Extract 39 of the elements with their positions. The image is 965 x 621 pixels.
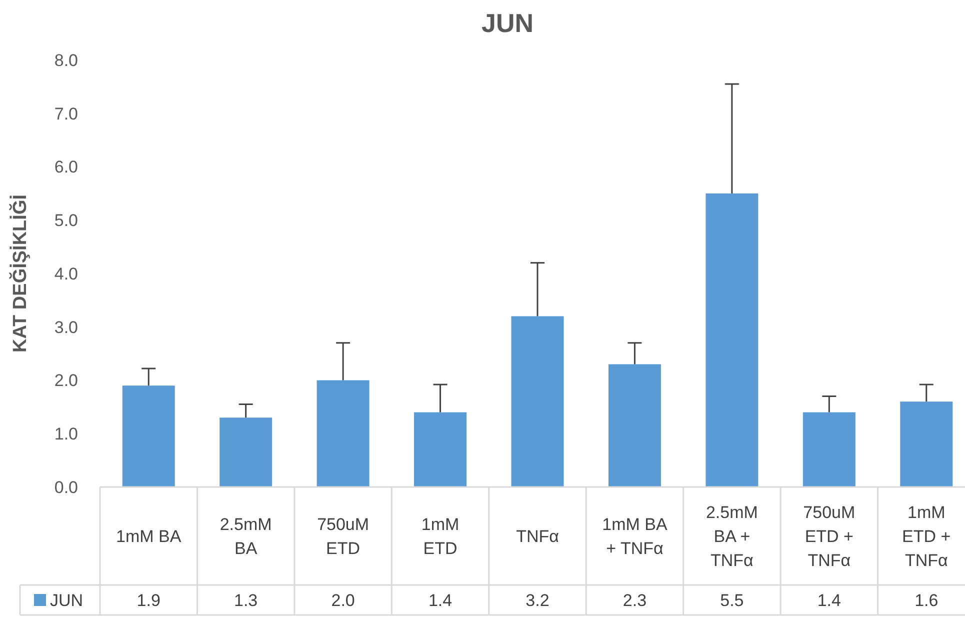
data-label: 2.0	[331, 590, 355, 610]
x-tick-label: 1mM BA	[116, 526, 182, 546]
bar	[511, 316, 564, 487]
bar	[900, 402, 953, 487]
x-tick-label: TNFα	[516, 526, 560, 546]
y-tick-label: 8.0	[54, 50, 78, 70]
y-tick-label: 1.0	[54, 424, 78, 444]
bar	[414, 412, 467, 487]
x-tick-label: 750uM ETD + TNFα	[803, 502, 856, 570]
y-tick-label: 4.0	[54, 264, 78, 284]
y-tick-label: 5.0	[54, 211, 78, 230]
x-tick-label: 1mM BA + TNFα	[602, 514, 668, 558]
data-label: 1.3	[234, 590, 258, 610]
bar	[608, 364, 661, 487]
y-tick-label: 3.0	[54, 318, 78, 337]
y-tick-label: 0.0	[54, 478, 78, 497]
bar	[122, 386, 175, 487]
data-label: 3.2	[526, 590, 550, 610]
x-tick-label: 750uM ETD	[317, 514, 370, 558]
legend-label: JUN	[50, 590, 84, 610]
chart-title: JUN	[481, 8, 534, 38]
data-label: 1.9	[136, 590, 160, 610]
bar	[316, 380, 370, 487]
data-label: 2.3	[622, 590, 647, 610]
y-tick-label: 7.0	[54, 104, 78, 124]
data-label: 1.6	[914, 590, 938, 610]
x-tick-label: 2.5mM BA	[220, 514, 272, 558]
y-tick-label: 6.0	[54, 158, 78, 177]
y-tick-label: 2.0	[54, 371, 78, 390]
x-tick-label: 1mM ETD	[421, 514, 460, 558]
x-tick-label: 2.5mM BA + TNFα	[706, 502, 758, 570]
data-label: 1.4	[428, 590, 452, 610]
bar	[802, 412, 856, 487]
y-axis-title: KAT DEĞİŞİKLİĞİ	[9, 194, 31, 352]
bar	[220, 418, 272, 487]
data-label: 1.4	[817, 590, 841, 610]
x-tick-label: 1mM ETD + TNFα	[902, 502, 951, 570]
bar	[706, 193, 758, 487]
data-label: 5.5	[720, 590, 744, 610]
